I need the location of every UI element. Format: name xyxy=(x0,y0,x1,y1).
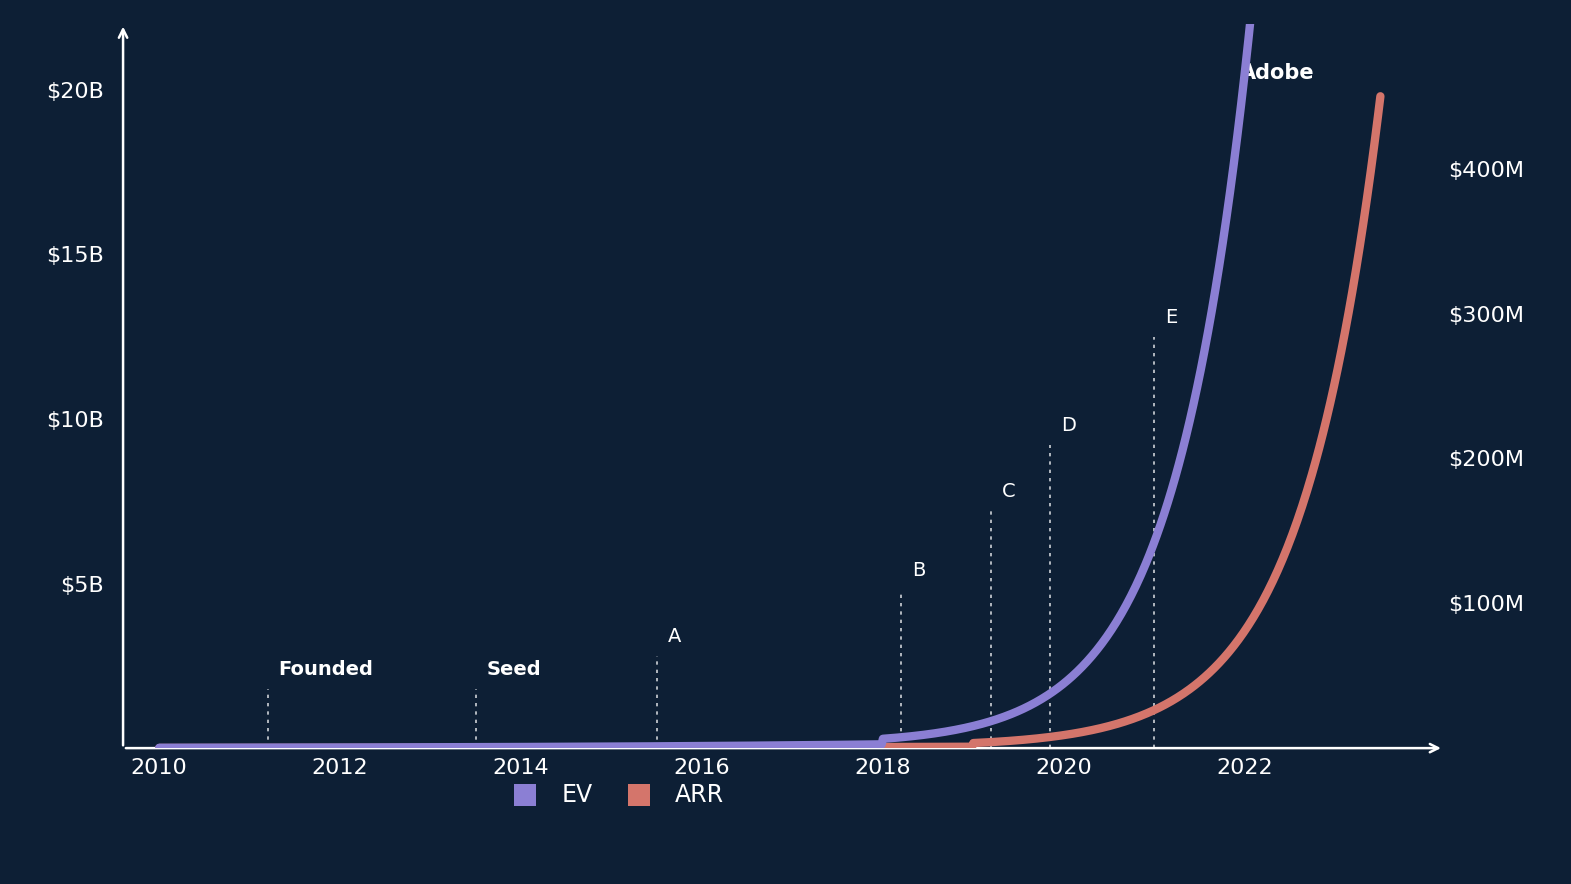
Text: Seed: Seed xyxy=(487,660,542,679)
Text: Adobe: Adobe xyxy=(1240,64,1315,83)
Text: A: A xyxy=(668,627,680,646)
Text: C: C xyxy=(1002,482,1016,501)
Text: E: E xyxy=(1166,308,1177,327)
Text: Founded: Founded xyxy=(278,660,374,679)
Text: D: D xyxy=(1060,416,1076,435)
Legend: EV, ARR: EV, ARR xyxy=(490,758,748,830)
Text: B: B xyxy=(911,561,925,580)
